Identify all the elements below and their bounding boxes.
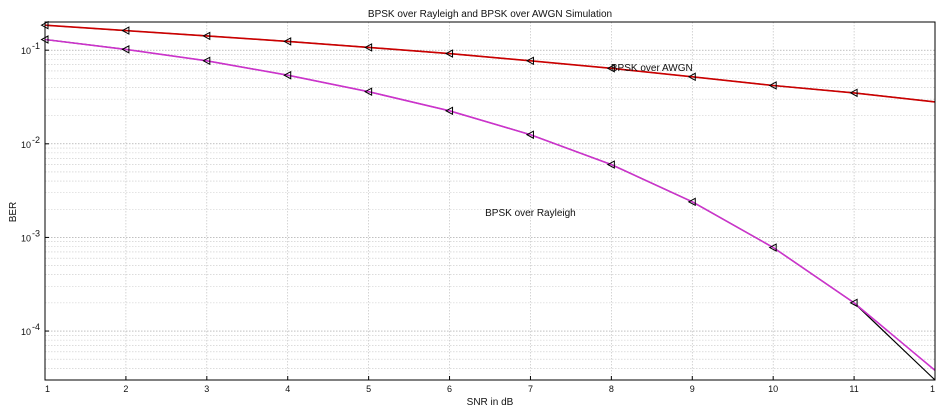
data-point-rayleigh_sim [768,243,777,252]
annotation-label: BPSK over Rayleigh [485,208,576,219]
x-tick-label: 8 [609,384,614,394]
data-point-rayleigh_sim [121,45,130,54]
grid [44,21,936,381]
y-tick-label: 10 [21,140,31,150]
x-tick-label: 1 [930,384,935,394]
y-tick-exponent: -1 [32,41,40,51]
data-point-awgn_sim [525,56,534,66]
y-axis-label: BER [8,202,19,223]
y-tick-label: 10 [21,46,31,56]
data-point-awgn_sim [606,63,615,73]
y-tick-exponent: -3 [32,228,40,238]
x-tick-label: 10 [768,384,778,394]
data-point-awgn_sim [687,72,696,82]
y-tick-exponent: -2 [32,135,40,145]
data-point-awgn_sim [849,88,858,98]
x-axis-label: SNR in dB [467,397,514,407]
series-line-rayleigh_sim [44,38,936,372]
data-point-awgn_sim [364,43,373,52]
x-tick-label: 2 [123,384,128,394]
data-point-rayleigh_sim [525,130,534,140]
y-axis-ticks: 10-410-310-210-1 [21,41,49,337]
data-point-awgn_sim [768,81,777,90]
plot-frame [44,21,936,381]
x-axis-ticks: 1 2 3 4 5 6 7 8 9 10 11 1 [44,376,936,394]
y-tick-exponent: -4 [32,322,40,332]
x-tick-label: 7 [528,384,533,394]
x-tick-label: 1 [45,384,50,394]
chart-title: BPSK over Rayleigh and BPSK over AWGN Si… [368,9,612,20]
x-tick-label: 3 [204,384,209,394]
data-point-rayleigh_sim [283,70,292,80]
data-point-rayleigh_sim [687,197,696,207]
data-point-rayleigh_sim [849,298,858,308]
series-line-awgn_theory [44,24,936,103]
data-point-rayleigh_sim [606,160,615,169]
series-layer [44,24,936,381]
data-point-awgn_sim [444,49,454,58]
x-tick-label: 6 [447,384,452,394]
x-tick-label: 4 [285,384,290,394]
data-point-awgn_sim [202,31,211,41]
x-tick-label: 5 [366,384,371,394]
data-point-awgn_sim [121,26,130,35]
data-point-rayleigh_sim [364,87,373,97]
series-line-awgn_sim [44,24,936,103]
annotations: BPSK over AWGN BPSK over Rayleigh [485,63,693,219]
y-tick-label: 10 [21,327,31,337]
data-point-rayleigh_sim [202,56,211,66]
data-point-awgn_sim [283,37,292,46]
x-tick-label: 9 [690,384,695,394]
y-tick-label: 10 [21,233,31,243]
data-point-rayleigh_sim [444,106,454,116]
x-tick-label: 11 [849,384,858,394]
annotation-label: BPSK over AWGN [611,63,693,74]
